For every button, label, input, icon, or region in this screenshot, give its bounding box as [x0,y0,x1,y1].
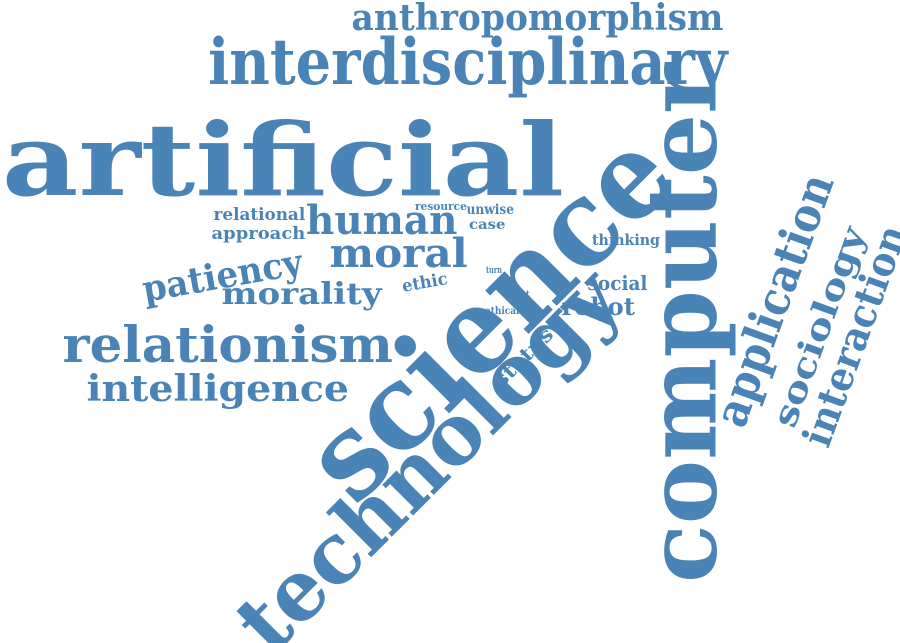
word-computer: computer [624,62,738,584]
word-moral: moral [329,230,468,277]
word-morality: morality [220,277,382,312]
word-extent: extent [501,289,530,300]
word-approach: approach [211,223,305,244]
word-robot: robot [560,292,635,321]
word-relational: relational [213,204,305,225]
word-interdisciplinary: interdisciplinary [208,25,728,100]
word-case: case [468,217,506,233]
word-ethical: ethical [485,306,520,317]
word-unwise: unwise [465,202,514,218]
word-resource: resource [414,199,467,213]
word-human: human [306,197,458,244]
word-social: social [587,271,647,295]
word-intelligence: intelligence [86,368,349,410]
word-relationism: relationism [62,315,393,374]
word-thinking: thinking [592,230,660,249]
word-anthropomorphism: anthropomorphism [351,0,723,39]
word-artificial: artificial [1,101,565,219]
word-turn: turn [486,265,502,276]
